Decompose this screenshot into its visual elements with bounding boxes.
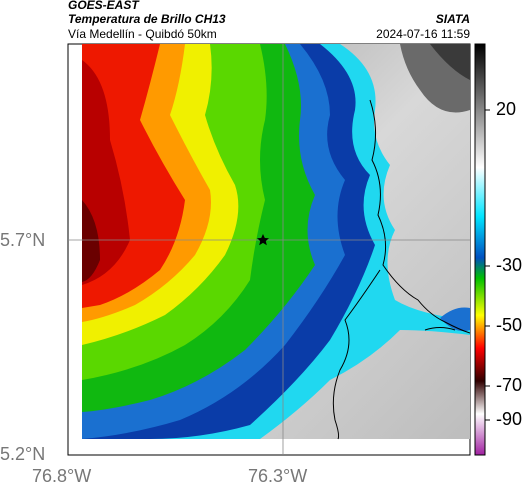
satellite-label: GOES-EAST bbox=[68, 0, 139, 12]
timestamp-label: 2024-07-16 11:59 bbox=[376, 27, 470, 41]
colorbar-tick-label: -30 bbox=[496, 255, 523, 275]
brightness-temperature-field bbox=[82, 44, 470, 440]
colorbar-tick-label: 20 bbox=[496, 99, 517, 119]
lat-tick-label: 5.2°N bbox=[0, 444, 46, 464]
organization-label: SIATA bbox=[435, 12, 470, 26]
colorbar-tick-label: -70 bbox=[496, 375, 523, 395]
map-title: Temperatura de Brillo CH13 bbox=[68, 12, 226, 26]
map-subtitle: Vía Medellín - Quibdó 50km bbox=[68, 27, 217, 41]
colorbar-tick-label: -90 bbox=[496, 409, 523, 429]
lon-tick-label: 76.3°W bbox=[248, 466, 308, 486]
colorbar bbox=[474, 43, 486, 456]
lat-tick-label: 5.7°N bbox=[0, 230, 46, 250]
colorbar-tick-label: -50 bbox=[496, 315, 523, 335]
lon-tick-label: 76.8°W bbox=[32, 466, 92, 486]
location-marker-star bbox=[257, 234, 269, 246]
